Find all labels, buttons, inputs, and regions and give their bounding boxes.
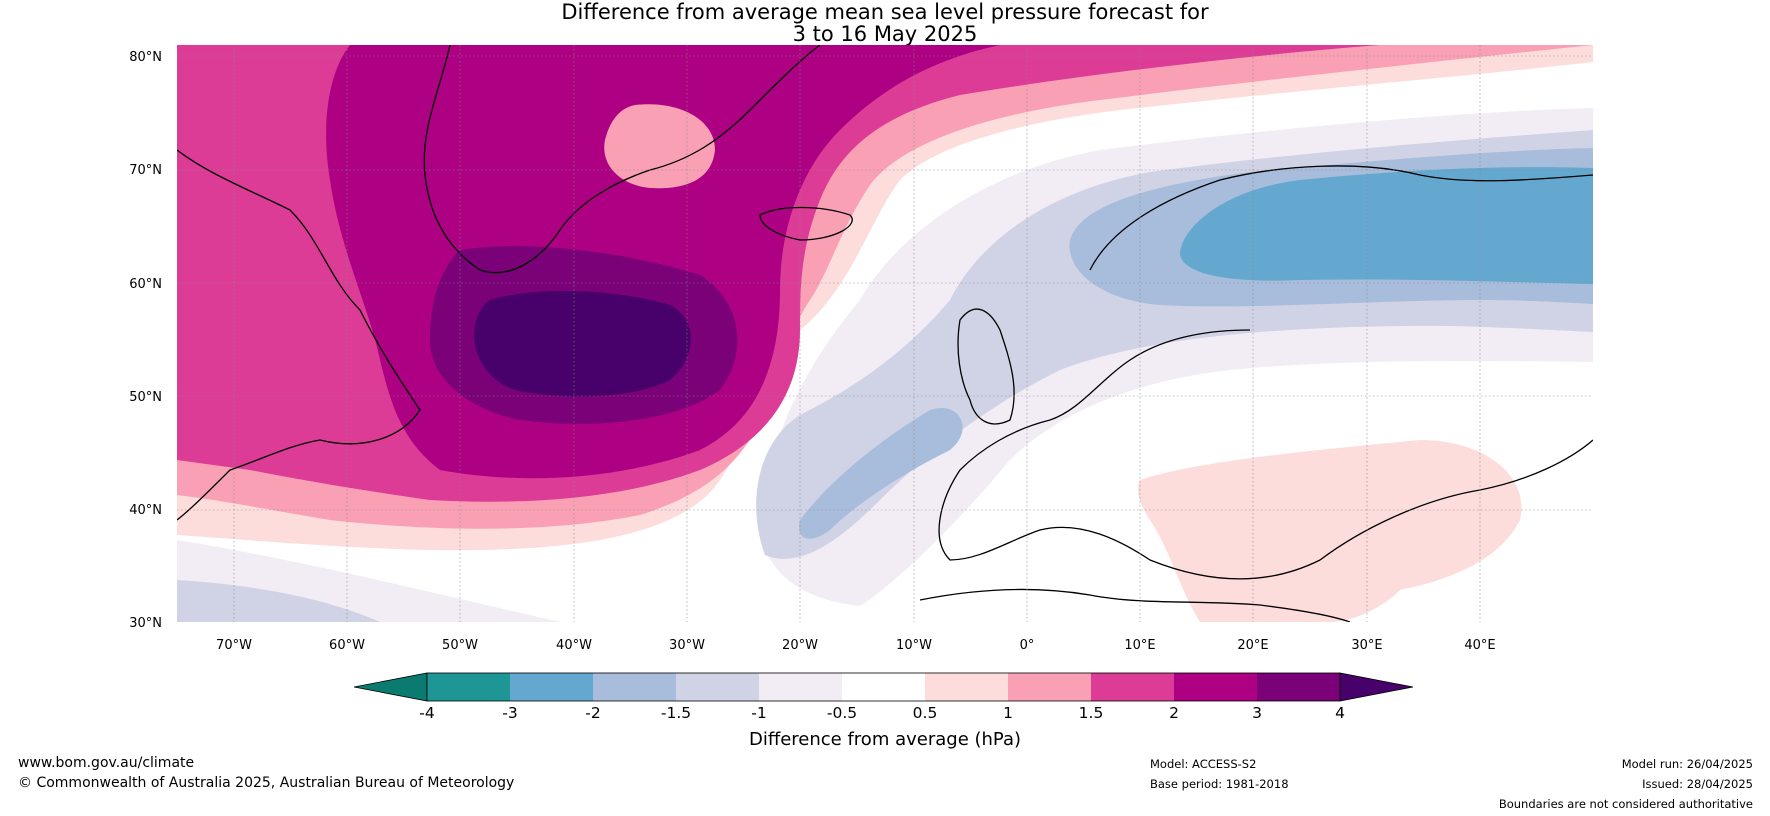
lat-tick-50: 50°N xyxy=(129,390,162,405)
colorbar-swatch xyxy=(842,673,925,701)
contour-neg-scandinavia xyxy=(1180,167,1593,284)
colorbar-label: Difference from average (hPa) xyxy=(749,729,1021,750)
colorbar-swatch xyxy=(1257,673,1340,701)
map-gridlines xyxy=(177,45,1593,622)
lon-tick-40w: 40°W xyxy=(556,638,592,653)
colorbar-outline xyxy=(426,672,1341,702)
lat-tick-30: 30°N xyxy=(129,616,162,631)
colorbar-tick-label: 1.5 xyxy=(1079,704,1104,722)
map-title-line1: Difference from average mean sea level p… xyxy=(561,0,1209,24)
footer-website: www.bom.gov.au/climate xyxy=(18,755,195,771)
footer-disclaimer: Boundaries are not considered authoritat… xyxy=(1498,797,1753,811)
lon-tick-50w: 50°W xyxy=(442,638,478,653)
colorbar-tick-label: -2 xyxy=(585,704,600,722)
contour-neg-southwest-2 xyxy=(177,580,380,622)
lon-tick-0: 0° xyxy=(1020,638,1035,653)
colorbar-over-extension xyxy=(1339,672,1414,702)
lat-tick-labels: 80°N 70°N 60°N 50°N 40°N 30°N xyxy=(129,50,162,631)
colorbar-swatch xyxy=(1174,673,1257,701)
colorbar-swatch xyxy=(427,673,510,701)
colorbar-swatch xyxy=(510,673,593,701)
lon-tick-10w: 10°W xyxy=(896,638,932,653)
footer-model: Model: ACCESS-S2 xyxy=(1150,757,1257,771)
colorbar-swatch xyxy=(676,673,759,701)
contour-pos-greenland-bubble xyxy=(604,104,715,189)
colorbar-tick-label: 0.5 xyxy=(913,704,938,722)
lat-tick-70: 70°N xyxy=(129,163,162,178)
lat-tick-40: 40°N xyxy=(129,503,162,518)
coastline-greenland xyxy=(423,45,821,274)
colorbar-swatch xyxy=(593,673,676,701)
coastline-canada xyxy=(177,149,421,521)
colorbar-under-extension xyxy=(353,672,428,702)
lat-tick-60: 60°N xyxy=(129,277,162,292)
colorbar-swatch xyxy=(925,673,1008,701)
colorbar-tick-label: 3 xyxy=(1252,704,1262,722)
lon-tick-40e: 40°E xyxy=(1464,638,1495,653)
coastlines xyxy=(177,45,1593,622)
pressure-anomaly-contours xyxy=(177,45,1593,622)
colorbar-swatch xyxy=(1091,673,1174,701)
lon-tick-20w: 20°W xyxy=(782,638,818,653)
colorbar-tick-label: -4 xyxy=(419,704,434,722)
colorbar-tick-label: -0.5 xyxy=(827,704,857,722)
map-panel xyxy=(177,45,1593,622)
colorbar-swatches xyxy=(353,672,1414,702)
footer-base-period: Base period: 1981-2018 xyxy=(1150,777,1289,791)
colorbar-swatch xyxy=(759,673,842,701)
colorbar-tick-label: 4 xyxy=(1335,704,1345,722)
coastline-scandinavia xyxy=(1089,165,1593,271)
lon-tick-labels: 70°W 60°W 50°W 40°W 30°W 20°W 10°W 0° 10… xyxy=(216,638,1496,653)
lat-tick-80: 80°N xyxy=(129,50,162,65)
contour-neg-biscay xyxy=(799,408,963,539)
lon-tick-20e: 20°E xyxy=(1237,638,1268,653)
lon-tick-70w: 70°W xyxy=(216,638,252,653)
colorbar-tick-labels: -4 -3 -2 -1.5 -1 -0.5 0.5 1 1.5 2 3 4 xyxy=(419,704,1345,722)
colorbar-tick-label: -3 xyxy=(502,704,517,722)
lon-tick-30e: 30°E xyxy=(1351,638,1382,653)
footer-issued: Issued: 28/04/2025 xyxy=(1642,777,1753,791)
contour-pos-mediterranean xyxy=(1138,440,1522,622)
lon-tick-30w: 30°W xyxy=(669,638,705,653)
colorbar-tick-label: -1.5 xyxy=(661,704,691,722)
colorbar-tick-label: -1 xyxy=(751,704,766,722)
colorbar: -4 -3 -2 -1.5 -1 -0.5 0.5 1 1.5 2 3 4 Difference fr… xyxy=(353,672,1414,750)
colorbar-tick-label: 1 xyxy=(1003,704,1013,722)
colorbar-tick-label: 2 xyxy=(1169,704,1179,722)
footer-model-run: Model run: 26/04/2025 xyxy=(1621,757,1753,771)
footer-copyright: © Commonwealth of Australia 2025, Austra… xyxy=(18,775,515,791)
lon-tick-10e: 10°E xyxy=(1124,638,1155,653)
contour-pos-400 xyxy=(474,290,691,397)
map-title-line2: 3 to 16 May 2025 xyxy=(792,22,978,46)
coastline-britain xyxy=(957,308,1015,425)
colorbar-swatch xyxy=(1008,673,1091,701)
coastline-africa xyxy=(919,588,1351,622)
coastline-iceland xyxy=(759,206,853,241)
lon-tick-60w: 60°W xyxy=(329,638,365,653)
